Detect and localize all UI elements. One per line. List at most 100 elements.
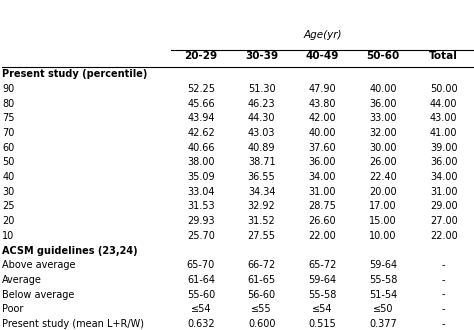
Text: 29.00: 29.00: [430, 201, 457, 212]
Text: 27.55: 27.55: [247, 231, 276, 241]
Text: 59-64: 59-64: [369, 260, 397, 270]
Text: Average: Average: [2, 275, 42, 285]
Text: 56-60: 56-60: [247, 290, 276, 300]
Text: 36.55: 36.55: [248, 172, 275, 182]
Text: 30-39: 30-39: [245, 51, 278, 61]
Text: 31.52: 31.52: [248, 216, 275, 226]
Text: 25: 25: [2, 201, 15, 212]
Text: 61-65: 61-65: [247, 275, 276, 285]
Text: 10: 10: [2, 231, 15, 241]
Text: 44.00: 44.00: [430, 99, 457, 109]
Text: 36.00: 36.00: [369, 99, 397, 109]
Text: 34.34: 34.34: [248, 187, 275, 197]
Text: 90: 90: [2, 84, 15, 94]
Text: 51.30: 51.30: [248, 84, 275, 94]
Text: 46.23: 46.23: [248, 99, 275, 109]
Text: 40.89: 40.89: [248, 143, 275, 153]
Text: 33.00: 33.00: [369, 114, 397, 123]
Text: 70: 70: [2, 128, 15, 138]
Text: 32.00: 32.00: [369, 128, 397, 138]
Text: 28.75: 28.75: [309, 201, 336, 212]
Text: 66-72: 66-72: [247, 260, 276, 270]
Text: -: -: [442, 304, 446, 314]
Text: 55-58: 55-58: [369, 275, 397, 285]
Text: -: -: [442, 260, 446, 270]
Text: 40.66: 40.66: [187, 143, 215, 153]
Text: 40.00: 40.00: [369, 84, 397, 94]
Text: 0.515: 0.515: [309, 319, 336, 329]
Text: 44.30: 44.30: [248, 114, 275, 123]
Text: 52.25: 52.25: [187, 84, 215, 94]
Text: 17.00: 17.00: [369, 201, 397, 212]
Text: 35.09: 35.09: [187, 172, 215, 182]
Text: 25.70: 25.70: [187, 231, 215, 241]
Text: Present study (percentile): Present study (percentile): [2, 69, 148, 79]
Text: 50.00: 50.00: [430, 84, 457, 94]
Text: ≤50: ≤50: [373, 304, 393, 314]
Text: 40-49: 40-49: [306, 51, 339, 61]
Text: Age(yr): Age(yr): [303, 30, 342, 40]
Text: 61-64: 61-64: [187, 275, 215, 285]
Text: Above average: Above average: [2, 260, 76, 270]
Text: 60: 60: [2, 143, 15, 153]
Text: 31.00: 31.00: [430, 187, 457, 197]
Text: ≤54: ≤54: [312, 304, 333, 314]
Text: 22.40: 22.40: [369, 172, 397, 182]
Text: 15.00: 15.00: [369, 216, 397, 226]
Text: 31.53: 31.53: [187, 201, 215, 212]
Text: 0.377: 0.377: [369, 319, 397, 329]
Text: 22.00: 22.00: [309, 231, 336, 241]
Text: 30: 30: [2, 187, 15, 197]
Text: 36.00: 36.00: [430, 157, 457, 167]
Text: 55-60: 55-60: [187, 290, 215, 300]
Text: 43.80: 43.80: [309, 99, 336, 109]
Text: 20.00: 20.00: [369, 187, 397, 197]
Text: 20-29: 20-29: [184, 51, 218, 61]
Text: -: -: [442, 290, 446, 300]
Text: -: -: [442, 319, 446, 329]
Text: Below average: Below average: [2, 290, 75, 300]
Text: 39.00: 39.00: [430, 143, 457, 153]
Text: 45.66: 45.66: [187, 99, 215, 109]
Text: 47.90: 47.90: [309, 84, 336, 94]
Text: 65-72: 65-72: [308, 260, 337, 270]
Text: Poor: Poor: [2, 304, 24, 314]
Text: 42.62: 42.62: [187, 128, 215, 138]
Text: 0.600: 0.600: [248, 319, 275, 329]
Text: 33.04: 33.04: [187, 187, 215, 197]
Text: 10.00: 10.00: [369, 231, 397, 241]
Text: 40.00: 40.00: [309, 128, 336, 138]
Text: 50-60: 50-60: [366, 51, 400, 61]
Text: 50: 50: [2, 157, 15, 167]
Text: 37.60: 37.60: [309, 143, 336, 153]
Text: 38.71: 38.71: [248, 157, 275, 167]
Text: 65-70: 65-70: [187, 260, 215, 270]
Text: 26.00: 26.00: [369, 157, 397, 167]
Text: 29.93: 29.93: [187, 216, 215, 226]
Text: 75: 75: [2, 114, 15, 123]
Text: 34.00: 34.00: [430, 172, 457, 182]
Text: ≤54: ≤54: [191, 304, 211, 314]
Text: 22.00: 22.00: [430, 231, 457, 241]
Text: 26.60: 26.60: [309, 216, 336, 226]
Text: ≤55: ≤55: [251, 304, 272, 314]
Text: 80: 80: [2, 99, 15, 109]
Text: 43.00: 43.00: [430, 114, 457, 123]
Text: 30.00: 30.00: [369, 143, 397, 153]
Text: 36.00: 36.00: [309, 157, 336, 167]
Text: ACSM guidelines (23,24): ACSM guidelines (23,24): [2, 246, 138, 255]
Text: 41.00: 41.00: [430, 128, 457, 138]
Text: 59-64: 59-64: [308, 275, 337, 285]
Text: 34.00: 34.00: [309, 172, 336, 182]
Text: 42.00: 42.00: [309, 114, 336, 123]
Text: 38.00: 38.00: [187, 157, 215, 167]
Text: 55-58: 55-58: [308, 290, 337, 300]
Text: 43.94: 43.94: [187, 114, 215, 123]
Text: 20: 20: [2, 216, 15, 226]
Text: 43.03: 43.03: [248, 128, 275, 138]
Text: Total: Total: [429, 51, 458, 61]
Text: 40: 40: [2, 172, 15, 182]
Text: 27.00: 27.00: [430, 216, 457, 226]
Text: 32.92: 32.92: [248, 201, 275, 212]
Text: 51-54: 51-54: [369, 290, 397, 300]
